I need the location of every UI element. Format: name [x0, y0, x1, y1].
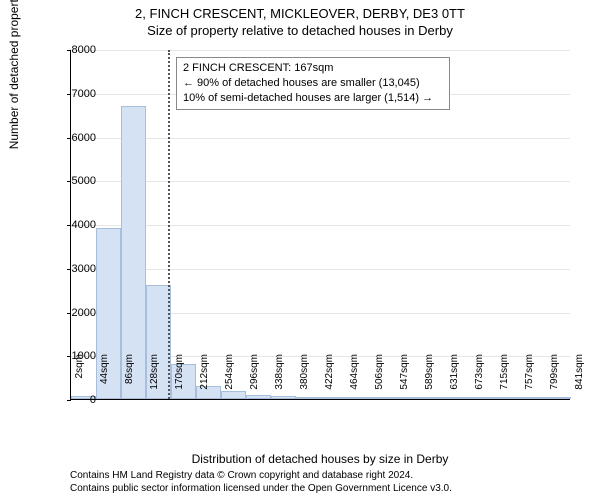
y-tick-label: 2000 [56, 307, 96, 319]
y-tick-label: 8000 [56, 44, 96, 56]
x-axis-label: Distribution of detached houses by size … [70, 452, 570, 466]
y-tick-label: 3000 [56, 263, 96, 275]
callout-line-size: 2 FINCH CRESCENT: 167sqm [183, 61, 443, 76]
x-tick-label: 338sqm [274, 354, 285, 404]
x-tick-label: 506sqm [374, 354, 385, 404]
x-tick-label: 44sqm [99, 354, 110, 404]
x-tick-label: 589sqm [424, 354, 435, 404]
x-tick-label: 422sqm [324, 354, 335, 404]
x-tick-label: 799sqm [549, 354, 560, 404]
x-tick-label: 2sqm [74, 354, 85, 404]
x-tick-label: 715sqm [499, 354, 510, 404]
x-tick-label: 464sqm [349, 354, 360, 404]
y-tick-label: 4000 [56, 219, 96, 231]
chart-title-block: 2, FINCH CRESCENT, MICKLEOVER, DERBY, DE… [0, 0, 600, 38]
x-tick-label: 673sqm [474, 354, 485, 404]
y-axis-label: Number of detached properties [7, 0, 21, 149]
footer-line-2: Contains public sector information licen… [70, 483, 570, 496]
y-tick-label: 6000 [56, 132, 96, 144]
callout-line-larger: 10% of semi-detached houses are larger (… [183, 91, 443, 106]
x-tick-label: 380sqm [299, 354, 310, 404]
x-tick-label: 212sqm [199, 354, 210, 404]
x-tick-label: 547sqm [399, 354, 410, 404]
footer-attribution: Contains HM Land Registry data © Crown c… [70, 470, 570, 495]
property-marker-line [168, 50, 170, 399]
x-tick-label: 296sqm [249, 354, 260, 404]
y-tick-label: 5000 [56, 175, 96, 187]
x-tick-label: 86sqm [124, 354, 135, 404]
x-tick-label: 170sqm [174, 354, 185, 404]
callout-line-smaller: ← 90% of detached houses are smaller (13… [183, 76, 443, 91]
grid-line [71, 50, 570, 51]
x-tick-label: 254sqm [224, 354, 235, 404]
x-tick-label: 757sqm [524, 354, 535, 404]
chart-title-subtitle: Size of property relative to detached ho… [0, 23, 600, 38]
property-callout: 2 FINCH CRESCENT: 167sqm ← 90% of detach… [176, 57, 450, 110]
chart-title-address: 2, FINCH CRESCENT, MICKLEOVER, DERBY, DE… [0, 6, 600, 21]
x-tick-label: 128sqm [149, 354, 160, 404]
y-tick-label: 7000 [56, 88, 96, 100]
x-tick-label: 841sqm [574, 354, 585, 404]
x-tick-label: 631sqm [449, 354, 460, 404]
footer-line-1: Contains HM Land Registry data © Crown c… [70, 470, 570, 483]
